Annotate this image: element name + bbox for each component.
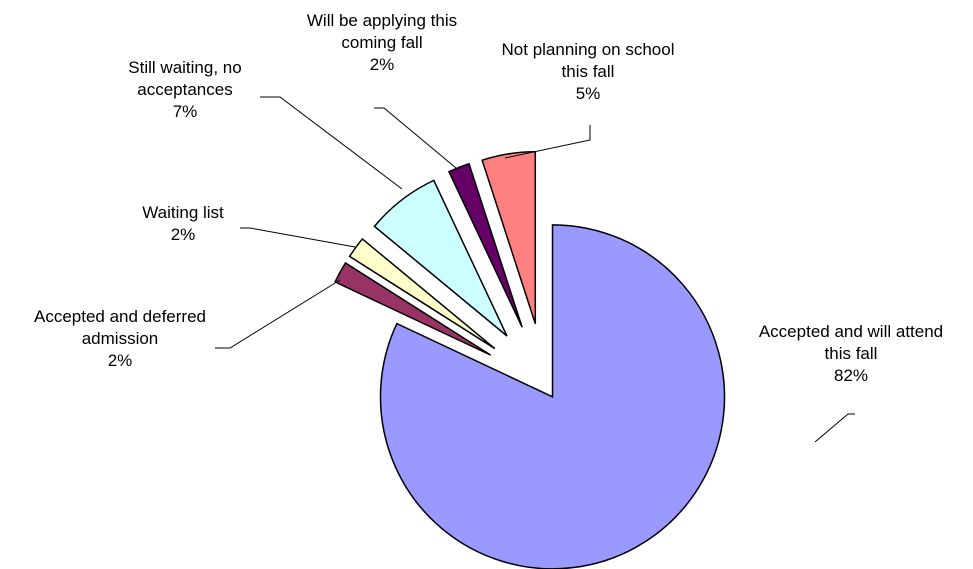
leader-line-4	[374, 107, 457, 169]
leader-line-1	[215, 279, 341, 349]
pie-slice-2	[348, 237, 496, 350]
leader-lines	[215, 96, 855, 443]
slice-label-line-5-1: this fall	[562, 62, 615, 81]
slice-label-4: Will be applying this coming fall 2%	[307, 11, 457, 74]
pie-slice-3	[373, 179, 508, 337]
leader-line-5	[504, 125, 591, 159]
slice-percent-0: 82%	[834, 366, 868, 385]
pie-slice-4	[447, 162, 523, 328]
slice-label-3: Still waiting, no acceptances 7%	[128, 58, 241, 121]
slice-label-line-4-0: Will be applying this	[307, 11, 457, 30]
slice-label-line-1-1: admission	[82, 329, 159, 348]
slice-percent-5: 5%	[576, 84, 601, 103]
slice-label-line-1-0: Accepted and deferred	[34, 307, 206, 326]
slice-label-line-4-1: coming fall	[341, 33, 422, 52]
slice-percent-4: 2%	[370, 55, 395, 74]
slice-label-2: Waiting list 2%	[142, 203, 224, 244]
pie-slice-0	[379, 224, 726, 569]
slice-label-5: Not planning on school this fall 5%	[502, 40, 675, 103]
slice-label-line-2-0: Waiting list	[142, 203, 224, 222]
slice-percent-3: 7%	[173, 102, 198, 121]
slice-label-line-3-1: acceptances	[137, 80, 232, 99]
slice-percent-2: 2%	[171, 225, 196, 244]
pie-slice-1	[334, 261, 492, 356]
slice-label-line-3-0: Still waiting, no	[128, 58, 241, 77]
leader-line-2	[240, 227, 356, 248]
slice-label-0: Accepted and will attend this fall 82%	[759, 322, 943, 385]
slice-label-line-0-1: this fall	[825, 344, 878, 363]
leader-line-0	[814, 413, 855, 443]
slice-label-1: Accepted and deferred admission 2%	[34, 307, 206, 370]
slice-percent-1: 2%	[108, 351, 133, 370]
leader-line-3	[260, 96, 403, 190]
pie-slices	[334, 151, 726, 569]
slice-label-line-5-0: Not planning on school	[502, 40, 675, 59]
slice-label-line-0-0: Accepted and will attend	[759, 322, 943, 341]
slice-labels: Accepted and will attend this fall 82%Acce…	[34, 11, 943, 385]
